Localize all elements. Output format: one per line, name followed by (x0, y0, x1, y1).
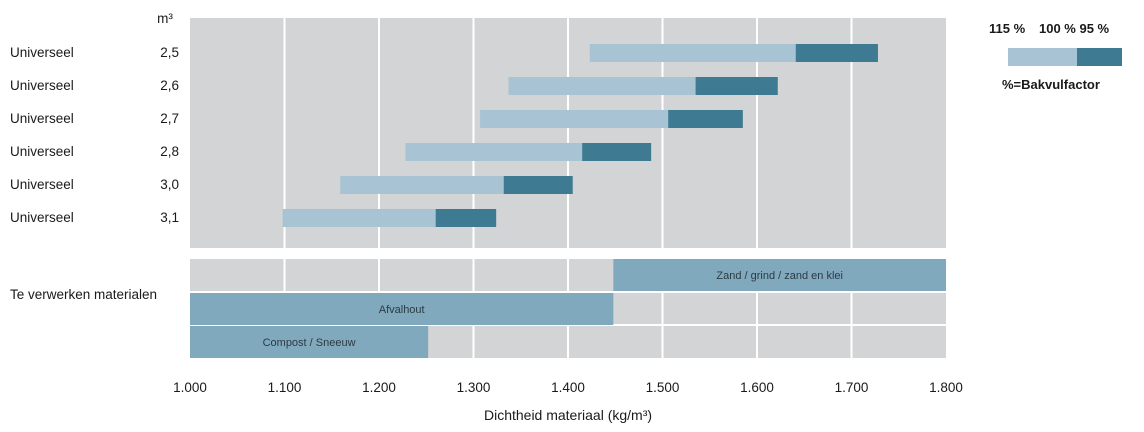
bar-segment-115 (508, 77, 696, 95)
row-name-label: Universeel (10, 78, 74, 93)
bar-segment-115 (282, 209, 436, 227)
material-bar (613, 259, 946, 291)
row-volume-label: 3,0 (160, 177, 179, 192)
row-name-label: Universeel (10, 210, 74, 225)
material-bars: Zand / grind / zand en klei Afvalhout Comp… (190, 259, 946, 358)
x-tick-label: 1.500 (646, 380, 680, 395)
material-label: Zand / grind / zand en klei (716, 270, 843, 282)
row-name-label: Universeel (10, 111, 74, 126)
row-volume-label: 2,8 (160, 144, 179, 159)
x-tick-label: 1.000 (173, 380, 207, 395)
legend-caption: %=Bakvulfactor (1002, 77, 1100, 92)
bar-segment-115 (405, 143, 583, 161)
material-bar (190, 293, 614, 325)
material-bar (190, 326, 429, 358)
capacity-bars (282, 44, 878, 227)
x-tick-label: 1.100 (268, 380, 302, 395)
row-volume-label: 2,7 (160, 111, 179, 126)
x-tick-label: 1.700 (835, 380, 869, 395)
legend: 115 % 100 % 95 % %=Bakvulfactor (989, 21, 1122, 92)
bar-segment-100-95 (435, 209, 497, 227)
volume-unit-label: m³ (157, 11, 173, 26)
legend-swatch-115 (1008, 48, 1077, 66)
x-tick-label: 1.600 (740, 380, 774, 395)
row-volume-label: 2,5 (160, 45, 179, 60)
bar-segment-100-95 (695, 77, 778, 95)
material-label: Compost / Sneeuw (263, 337, 356, 349)
bar-segment-115 (589, 44, 796, 62)
x-axis-title: Dichtheid materiaal (kg/m³) (484, 407, 652, 423)
x-tick-label: 1.800 (929, 380, 963, 395)
bar-segment-115 (340, 176, 504, 194)
row-volume-label: 2,6 (160, 78, 179, 93)
bar-segment-100-95 (582, 143, 652, 161)
row-name-label: Universeel (10, 45, 74, 60)
x-tick-label: 1.200 (362, 380, 396, 395)
materials-label: Te verwerken materialen (10, 287, 157, 302)
row-labels: Universeel 2,5 Universeel 2,6 Universeel 2,7 U… (10, 45, 179, 225)
material-label: Afvalhout (379, 304, 425, 316)
bar-segment-100-95 (668, 110, 743, 128)
row-name-label: Universeel (10, 177, 74, 192)
x-tick-labels: 1.000 1.100 1.200 1.300 1.400 1.500 1.600 1.700… (173, 380, 963, 395)
bar-segment-100-95 (795, 44, 878, 62)
x-tick-label: 1.300 (457, 380, 491, 395)
x-tick-label: 1.400 (551, 380, 585, 395)
bar-segment-100-95 (503, 176, 573, 194)
legend-label-115: 115 % (989, 21, 1026, 36)
row-volume-label: 3,1 (160, 210, 179, 225)
bar-segment-115 (480, 110, 669, 128)
legend-swatch-100-95 (1077, 48, 1122, 66)
legend-label-100-95: 100 % 95 % (1039, 21, 1110, 36)
row-name-label: Universeel (10, 144, 74, 159)
